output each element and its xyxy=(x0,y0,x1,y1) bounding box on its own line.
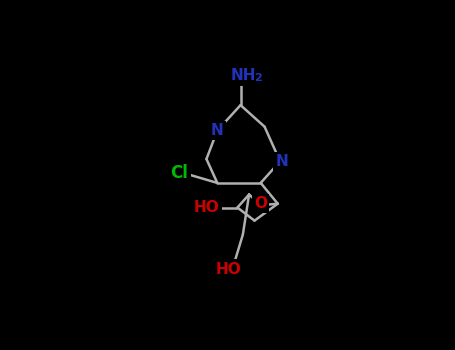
Text: NH: NH xyxy=(230,68,256,83)
Text: Cl: Cl xyxy=(170,164,188,182)
Text: N: N xyxy=(275,154,288,169)
Text: 2: 2 xyxy=(254,73,262,83)
Text: O: O xyxy=(254,196,267,211)
Text: N: N xyxy=(211,123,224,138)
Text: HO: HO xyxy=(193,200,219,215)
Text: HO: HO xyxy=(216,262,242,276)
